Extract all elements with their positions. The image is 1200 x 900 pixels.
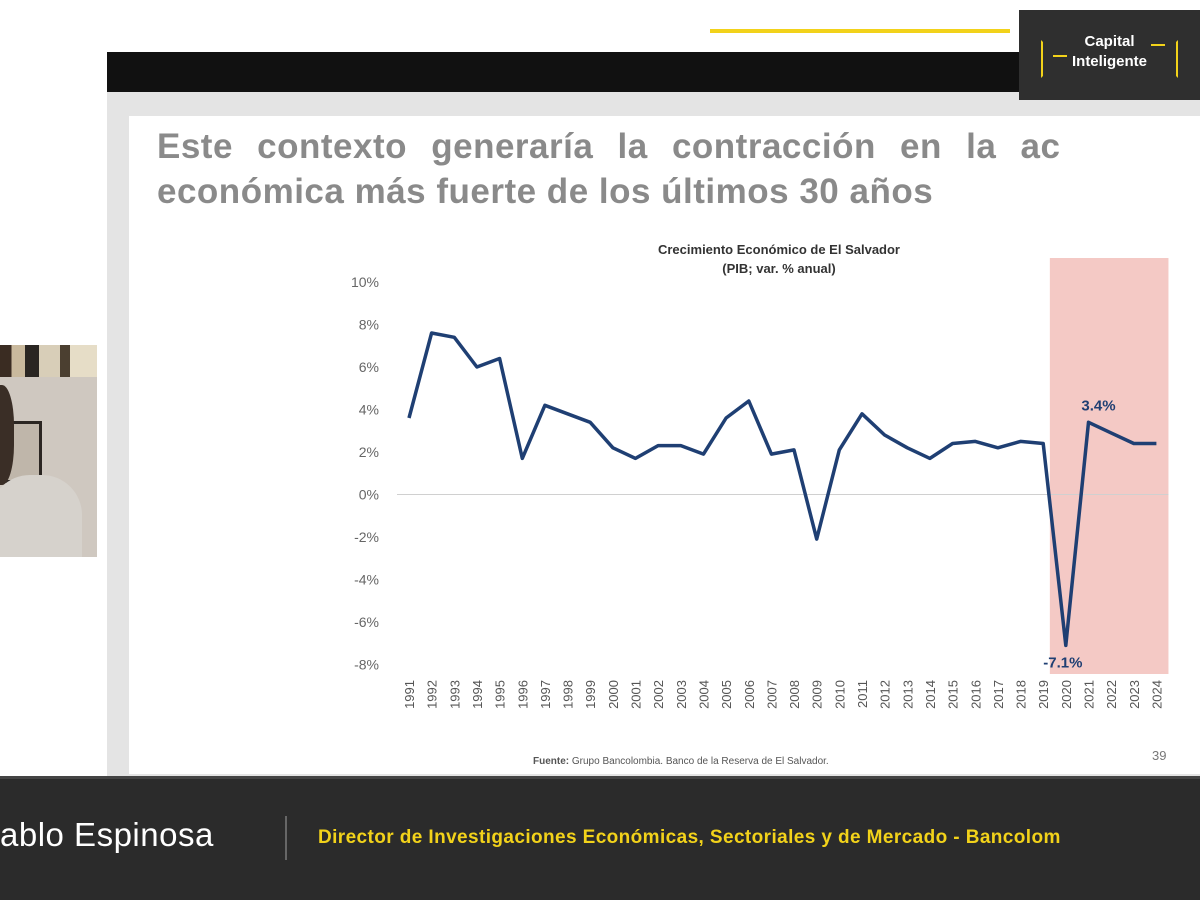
y-tick-label: 6%: [359, 359, 379, 375]
x-tick-label: 2011: [855, 680, 870, 708]
series-line: [407, 331, 1157, 648]
lower-third-separator: [285, 816, 287, 860]
source-text: Grupo Bancolombia. Banco de la Reserva d…: [569, 756, 829, 767]
slide-title: Este contexto generaría la contracción e…: [157, 124, 1200, 214]
x-tick-label: 2003: [674, 680, 689, 709]
x-tick-label: 2006: [742, 680, 757, 709]
x-tick-label: 2016: [968, 680, 983, 709]
logo-accent-left: [1053, 55, 1067, 57]
data-labels: 3.4% -7.1%: [1043, 397, 1115, 671]
x-axis-ticks: 1991 1992 1993 1994 1995 1996 1997 1998 1999 2000…: [402, 680, 1164, 709]
speaker-webcam-video: [0, 345, 97, 557]
presenter-name: ablo Espinosa: [0, 816, 214, 853]
x-tick-label: 2015: [946, 680, 961, 709]
x-tick-label: 1994: [470, 680, 485, 709]
source-label: Fuente:: [533, 756, 570, 767]
x-tick-label: 2008: [787, 680, 802, 709]
x-tick-label: 1995: [493, 680, 508, 709]
x-tick-label: 2019: [1036, 680, 1051, 709]
series-gdp-growth: [407, 331, 1157, 648]
gdp-growth-chart: 10%8%6%4%2%0%-2%-4%-6%-8% 1991 1992 1993 19…: [351, 242, 1169, 709]
y-tick-label: 10%: [351, 274, 379, 290]
x-tick-label: 2021: [1082, 680, 1097, 709]
x-tick-label: 2014: [923, 680, 938, 709]
x-tick-label: 1992: [425, 680, 440, 709]
x-tick-label: 1998: [561, 680, 576, 709]
chart-source: Fuente: Grupo Bancolombia. Banco de la R…: [533, 756, 829, 767]
y-axis-ticks: 10% 8% 6% 4% 2% 0% -2% -4% -6% -8%: [351, 274, 379, 673]
presentation-slide: Este contexto generaría la contracción e…: [107, 92, 1200, 776]
x-tick-label: 2000: [606, 680, 621, 709]
presenter-role: Director de Investigaciones Económicas, …: [318, 827, 1061, 848]
y-tick-label: 2%: [359, 444, 379, 460]
logo-line-2: Inteligente: [1071, 53, 1147, 70]
capital-inteligente-logo: Capital Inteligente: [1019, 10, 1200, 100]
x-tick-label: 2023: [1127, 680, 1142, 709]
data-label: -7.1%: [1043, 654, 1082, 671]
slide-title-line-1: Este contexto generaría la contracción e…: [157, 127, 1061, 166]
x-tick-label: 2024: [1149, 680, 1164, 709]
logo-line-1: Capital: [1084, 33, 1135, 50]
decorative-gold-line: [710, 29, 1010, 33]
chart-subtitle: (PIB; var. % anual): [722, 261, 835, 276]
x-tick-label: 2007: [764, 680, 779, 709]
y-tick-label: 8%: [359, 317, 379, 333]
x-tick-label: 2010: [832, 680, 847, 709]
webcam-bookshelf: [0, 345, 97, 377]
logo-frame: [1041, 40, 1178, 78]
x-tick-label: 1999: [583, 680, 598, 709]
lower-third-banner: ablo Espinosa Director de Investigacione…: [0, 776, 1200, 900]
data-label: 3.4%: [1081, 397, 1115, 414]
slide-title-line-2: económica más fuerte de los últimos 30 a…: [157, 172, 934, 211]
slide-content: Este contexto generaría la contracción e…: [129, 116, 1200, 774]
x-tick-label: 1993: [447, 680, 462, 709]
x-tick-label: 2022: [1104, 680, 1119, 709]
chart-title: Crecimiento Económico de El Salvador: [658, 242, 900, 257]
logo-accent-right: [1151, 44, 1165, 46]
y-tick-label: 4%: [359, 402, 379, 418]
x-tick-label: 2001: [629, 680, 644, 709]
x-tick-label: 1991: [402, 680, 417, 709]
y-tick-label: 0%: [359, 487, 379, 503]
x-tick-label: 1996: [515, 680, 530, 709]
x-tick-label: 2005: [719, 680, 734, 709]
x-tick-label: 2004: [696, 680, 711, 709]
x-tick-label: 2017: [991, 680, 1006, 709]
y-tick-label: -4%: [354, 572, 379, 588]
y-tick-label: -6%: [354, 614, 379, 630]
x-tick-label: 1997: [538, 680, 553, 709]
slide-page-number: 39: [1152, 748, 1167, 763]
slide-top-bar: [107, 52, 1200, 92]
x-tick-label: 2002: [651, 680, 666, 709]
y-tick-label: -2%: [354, 529, 379, 545]
x-tick-label: 2020: [1059, 680, 1074, 709]
lower-third-top-strip: [0, 776, 1200, 779]
x-tick-label: 2018: [1014, 680, 1029, 709]
logo-text: Capital Inteligente: [1041, 32, 1178, 72]
webcam-speaker-body: [0, 475, 82, 557]
webcam-speaker-head: [0, 385, 14, 485]
x-tick-label: 2012: [878, 680, 893, 709]
x-tick-label: 2009: [810, 680, 825, 709]
x-tick-label: 2013: [900, 680, 915, 709]
y-tick-label: -8%: [354, 657, 379, 673]
